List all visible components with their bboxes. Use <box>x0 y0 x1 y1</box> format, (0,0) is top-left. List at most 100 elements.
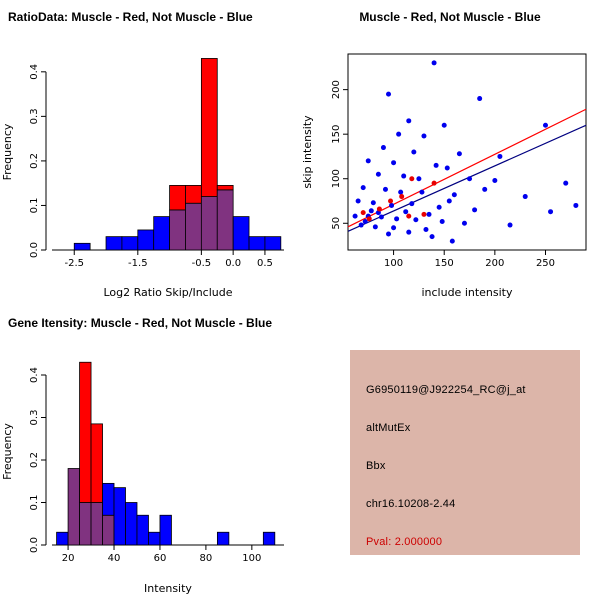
scatter-point-muscle <box>360 210 366 216</box>
hist-bar-not-muscle <box>159 514 172 546</box>
x-axis-label: Intensity <box>144 582 192 595</box>
y-axis-label: skip intensity <box>301 115 314 189</box>
scatter-point-not-muscle <box>398 189 404 195</box>
scatter-point-not-muscle <box>368 208 374 214</box>
plot-box <box>347 53 587 251</box>
scatter-point-not-muscle <box>378 214 384 220</box>
scatter-point-not-muscle <box>573 202 579 208</box>
x-tick-label: 0.0 <box>225 258 241 269</box>
hist-bar-overlap <box>90 502 103 546</box>
scatter-point-not-muscle <box>563 180 569 186</box>
x-axis-label: include intensity <box>421 286 513 299</box>
hist-bar-muscle <box>216 185 234 191</box>
scatter-point-not-muscle <box>419 189 425 195</box>
scatter-point-not-muscle <box>372 224 378 230</box>
x-tick-label: -1.5 <box>128 258 148 269</box>
chromosome-location-text: chr16.10208-2.44 <box>366 498 456 510</box>
scatter-point-not-muscle <box>403 209 409 215</box>
y-tick-label: 0.4 <box>29 367 40 383</box>
scatter-point-not-muscle <box>355 198 361 204</box>
scatter-point-not-muscle <box>497 153 503 159</box>
gene-intensity-histogram-chart: 0.0 0.1 0.2 0.3 0.4 20 40 60 80 100 Intensity Frequ… <box>1 361 284 595</box>
scatter-point-not-muscle <box>436 204 442 210</box>
scatter-point-not-muscle <box>456 151 462 157</box>
y-axis-label: Frequency <box>1 423 14 480</box>
scatter-point-not-muscle <box>386 231 392 237</box>
gene-histogram-title: Gene Itensity: Muscle - Red, Not Muscle … <box>8 316 273 330</box>
scatter-point-not-muscle <box>352 213 358 219</box>
scatter-point-not-muscle <box>492 178 498 184</box>
scatter-title: Muscle - Red, Not Muscle - Blue <box>359 10 541 24</box>
scatter-point-not-muscle <box>396 131 402 137</box>
scatter-point-muscle <box>399 194 405 200</box>
scatter-point-not-muscle <box>461 220 467 226</box>
x-tick-label: 80 <box>200 553 213 564</box>
scatter-point-not-muscle <box>423 227 429 233</box>
scatter-point-not-muscle <box>542 122 548 128</box>
intensity-scatter-chart: 50 100 150 200 100 150 200 250 include intensity… <box>301 53 587 299</box>
hist-bar-overlap <box>216 189 234 251</box>
scatter-point-not-muscle <box>362 218 368 224</box>
scatter-point-not-muscle <box>548 209 554 215</box>
hist-bar-overlap <box>169 209 186 251</box>
x-tick-label: 60 <box>154 553 167 564</box>
scatter-point-not-muscle <box>421 133 427 139</box>
hist-bar-not-muscle <box>148 531 161 546</box>
hist-bar-not-muscle <box>102 482 115 516</box>
scatter-point-not-muscle <box>416 176 422 182</box>
x-tick-label: 40 <box>108 553 121 564</box>
scatter-point-not-muscle <box>507 222 513 228</box>
scatter-point-not-muscle <box>380 145 386 151</box>
y-tick-label: 0.1 <box>29 495 40 511</box>
scatter-point-not-muscle <box>449 238 455 244</box>
scatter-point-not-muscle <box>431 60 437 66</box>
scatter-point-not-muscle <box>391 225 397 231</box>
hist-bar-not-muscle <box>73 242 91 251</box>
scatter-point-not-muscle <box>394 216 400 222</box>
hist-bar-not-muscle <box>113 487 126 546</box>
scatter-point-not-muscle <box>401 173 407 179</box>
x-tick-label: 100 <box>242 553 261 564</box>
y-tick-label: 0.0 <box>29 242 40 258</box>
y-tick-label: 0.4 <box>29 64 40 80</box>
probe-id-text: G6950119@J922254_RC@j_at <box>366 384 526 396</box>
scatter-point-not-muscle <box>375 171 381 177</box>
hist-bar-not-muscle <box>153 216 170 251</box>
y-axis-label: Frequency <box>1 123 14 180</box>
scatter-point-not-muscle <box>441 122 447 128</box>
y-tick-label: 0.3 <box>29 108 40 124</box>
y-tick-label: 0.2 <box>29 153 40 169</box>
hist-bar-not-muscle <box>136 514 149 546</box>
x-tick-label: 250 <box>536 258 555 269</box>
y-tick-label: 0.1 <box>29 198 40 214</box>
hist-bar-muscle <box>90 423 103 503</box>
scatter-point-not-muscle <box>446 198 452 204</box>
splice-type-text: altMutEx <box>366 422 411 434</box>
scatter-point-muscle <box>388 198 394 204</box>
hist-bar-overlap <box>102 514 115 546</box>
hist-bar-not-muscle <box>121 236 139 251</box>
muscle-fit-line <box>347 108 587 228</box>
scatter-point-not-muscle <box>429 234 435 240</box>
hist-bar-muscle <box>200 58 218 197</box>
y-tick-label: 100 <box>331 169 342 188</box>
hist-bar-not-muscle <box>264 236 282 251</box>
hist-bar-muscle <box>169 185 186 211</box>
scatter-point-not-muscle <box>426 211 432 217</box>
hist-bar-not-muscle <box>125 502 138 546</box>
x-tick-label: -0.5 <box>192 258 212 269</box>
hist-bar-not-muscle <box>216 531 230 546</box>
scatter-point-not-muscle <box>413 217 419 223</box>
scatter-point-not-muscle <box>406 118 412 124</box>
hist-bar-not-muscle <box>56 531 69 546</box>
scatter-point-not-muscle <box>444 165 450 171</box>
hist-bar-overlap <box>185 202 202 251</box>
scatter-point-not-muscle <box>370 200 376 206</box>
y-tick-label: 0.0 <box>29 537 40 553</box>
x-tick-label: 200 <box>485 258 504 269</box>
scatter-point-not-muscle <box>409 201 415 207</box>
scatter-point-muscle <box>409 176 415 182</box>
scatter-point-not-muscle <box>382 186 388 192</box>
hist-bar-overlap <box>67 468 80 546</box>
scatter-point-not-muscle <box>467 176 473 182</box>
